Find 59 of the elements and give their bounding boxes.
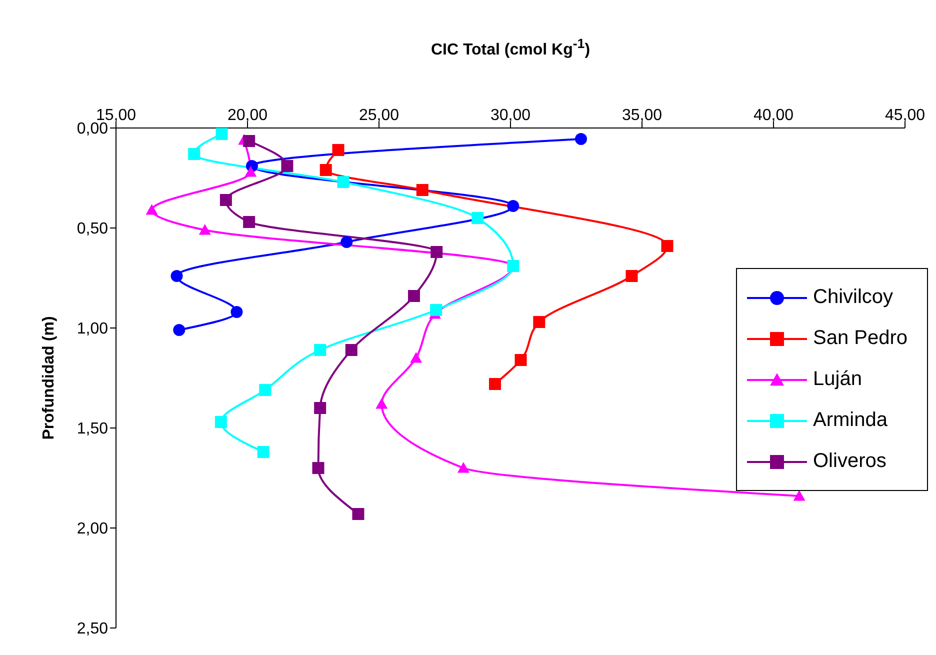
- point: [281, 160, 294, 172]
- point: [340, 236, 353, 248]
- y-tick-label: 2,50: [76, 620, 108, 638]
- point: [230, 306, 243, 318]
- y-tick-label: 1,50: [76, 420, 108, 438]
- point: [408, 290, 420, 302]
- y-tick-label: 1,00: [76, 320, 108, 338]
- legend-label: Arminda: [813, 409, 888, 432]
- point: [146, 204, 158, 215]
- point: [626, 270, 638, 282]
- y-axis-title: Profundidad (m): [40, 316, 58, 440]
- legend-label: Oliveros: [813, 450, 886, 473]
- y-tick-label: 2,00: [76, 520, 108, 538]
- point: [514, 354, 527, 366]
- point: [320, 164, 332, 176]
- point: [214, 416, 227, 428]
- point: [312, 462, 324, 474]
- legend-label: San Pedro: [813, 327, 908, 350]
- point: [410, 352, 422, 363]
- point: [314, 344, 326, 356]
- point: [793, 490, 806, 501]
- point: [244, 166, 257, 177]
- point: [243, 135, 256, 147]
- point: [220, 194, 232, 206]
- point: [416, 184, 428, 196]
- point: [257, 446, 270, 458]
- legend-label: Chivilcoy: [813, 286, 894, 309]
- x-tick-label: 30,00: [490, 107, 531, 124]
- point: [243, 216, 256, 228]
- point: [352, 508, 364, 520]
- point: [430, 304, 442, 316]
- point: [170, 270, 183, 282]
- y-tick-label: 0,50: [76, 220, 108, 238]
- point: [457, 462, 470, 473]
- point: [574, 133, 587, 145]
- point: [332, 144, 344, 156]
- x-tick-label: 20,00: [227, 107, 268, 124]
- legend-label: Luján: [813, 368, 862, 391]
- point: [488, 378, 501, 390]
- point: [661, 240, 674, 252]
- point: [188, 148, 200, 160]
- point: [533, 316, 546, 328]
- point: [173, 324, 186, 336]
- x-tick-label: 35,00: [622, 107, 662, 124]
- point: [216, 128, 228, 140]
- point: [345, 344, 358, 356]
- x-tick-label: 40,00: [753, 107, 794, 124]
- point: [337, 176, 350, 188]
- point: [507, 200, 520, 212]
- point: [430, 246, 443, 258]
- point: [259, 384, 272, 396]
- y-tick-label: 0,00: [76, 120, 108, 138]
- x-tick-label: 25,00: [358, 107, 400, 124]
- point: [198, 224, 211, 235]
- point: [472, 212, 484, 224]
- x-tick-label: 45,00: [884, 107, 926, 124]
- point: [376, 398, 388, 409]
- point: [314, 402, 326, 414]
- x-axis-title: CIC Total (cmol Kg$^{-1}$): [430, 36, 592, 60]
